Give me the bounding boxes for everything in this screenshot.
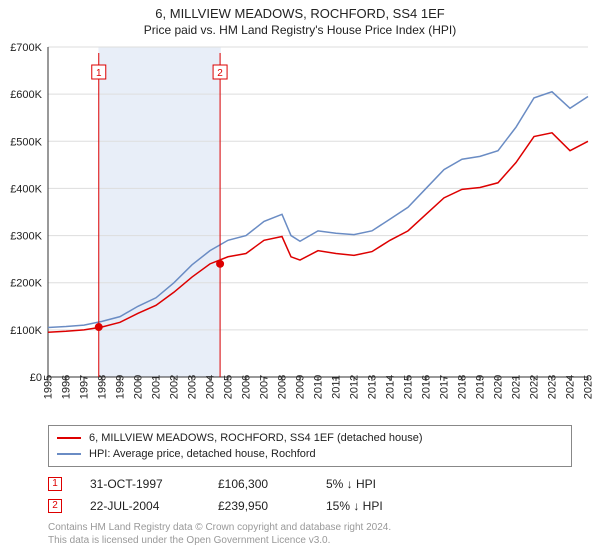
sale-diff: 15% ↓ HPI [326, 495, 383, 517]
attribution-line: Contains HM Land Registry data © Crown c… [48, 521, 572, 534]
sale-diff: 5% ↓ HPI [326, 473, 376, 495]
chart-container: 6, MILLVIEW MEADOWS, ROCHFORD, SS4 1EF P… [0, 0, 600, 560]
chart-title: 6, MILLVIEW MEADOWS, ROCHFORD, SS4 1EF [0, 0, 600, 21]
sale-marker-icon: 2 [48, 499, 62, 513]
svg-text:2007: 2007 [258, 375, 270, 399]
sales-section: 1 31-OCT-1997 £106,300 5% ↓ HPI 2 22-JUL… [48, 473, 572, 517]
svg-text:2001: 2001 [150, 375, 162, 399]
sale-row: 2 22-JUL-2004 £239,950 15% ↓ HPI [48, 495, 572, 517]
svg-text:2023: 2023 [546, 375, 558, 399]
svg-text:£300K: £300K [10, 231, 42, 243]
svg-text:2009: 2009 [294, 375, 306, 399]
svg-text:1997: 1997 [78, 375, 90, 399]
sale-date: 22-JUL-2004 [90, 495, 190, 517]
chart-subtitle: Price paid vs. HM Land Registry's House … [0, 21, 600, 41]
sale-price: £239,950 [218, 495, 298, 517]
svg-text:2017: 2017 [438, 375, 450, 399]
svg-text:2013: 2013 [366, 375, 378, 399]
legend-label-price-paid: 6, MILLVIEW MEADOWS, ROCHFORD, SS4 1EF (… [89, 430, 423, 446]
svg-text:2025: 2025 [582, 375, 594, 399]
svg-text:£700K: £700K [10, 42, 42, 54]
attribution-line: This data is licensed under the Open Gov… [48, 534, 572, 547]
svg-text:2024: 2024 [564, 375, 576, 399]
svg-text:2003: 2003 [186, 375, 198, 399]
svg-text:2014: 2014 [384, 375, 396, 399]
legend-label-hpi: HPI: Average price, detached house, Roch… [89, 446, 316, 462]
svg-text:2005: 2005 [222, 375, 234, 399]
chart-svg: £0 £100K £200K £300K £400K £500K £600K £700K 199… [0, 41, 600, 421]
legend-swatch-hpi [57, 453, 81, 455]
svg-text:2006: 2006 [240, 375, 252, 399]
legend: 6, MILLVIEW MEADOWS, ROCHFORD, SS4 1EF (… [48, 425, 572, 467]
svg-text:2000: 2000 [132, 375, 144, 399]
svg-text:2010: 2010 [312, 375, 324, 399]
svg-text:1995: 1995 [42, 375, 54, 399]
attribution: Contains HM Land Registry data © Crown c… [48, 521, 572, 547]
sale-marker-icon: 1 [48, 477, 62, 491]
legend-row-price-paid: 6, MILLVIEW MEADOWS, ROCHFORD, SS4 1EF (… [57, 430, 563, 446]
sale-price: £106,300 [218, 473, 298, 495]
svg-text:2020: 2020 [492, 375, 504, 399]
svg-text:2019: 2019 [474, 375, 486, 399]
svg-text:2015: 2015 [402, 375, 414, 399]
svg-text:£200K: £200K [10, 278, 42, 290]
svg-text:2018: 2018 [456, 375, 468, 399]
svg-text:1998: 1998 [96, 375, 108, 399]
svg-text:1996: 1996 [60, 375, 72, 399]
legend-row-hpi: HPI: Average price, detached house, Roch… [57, 446, 563, 462]
sale-date: 31-OCT-1997 [90, 473, 190, 495]
svg-text:1: 1 [96, 68, 102, 79]
svg-text:£100K: £100K [10, 325, 42, 337]
svg-text:1999: 1999 [114, 375, 126, 399]
svg-text:2021: 2021 [510, 375, 522, 399]
chart-area: £0 £100K £200K £300K £400K £500K £600K £700K 199… [0, 41, 600, 421]
svg-text:£600K: £600K [10, 89, 42, 101]
svg-text:£500K: £500K [10, 136, 42, 148]
svg-text:2011: 2011 [330, 375, 342, 399]
svg-text:2016: 2016 [420, 375, 432, 399]
svg-text:2022: 2022 [528, 375, 540, 399]
svg-text:2012: 2012 [348, 375, 360, 399]
sale-row: 1 31-OCT-1997 £106,300 5% ↓ HPI [48, 473, 572, 495]
svg-text:£0: £0 [30, 372, 42, 384]
svg-text:2004: 2004 [204, 375, 216, 399]
legend-swatch-price-paid [57, 437, 81, 439]
svg-text:2: 2 [217, 68, 223, 79]
svg-text:£400K: £400K [10, 183, 42, 195]
svg-text:2002: 2002 [168, 375, 180, 399]
svg-text:2008: 2008 [276, 375, 288, 399]
